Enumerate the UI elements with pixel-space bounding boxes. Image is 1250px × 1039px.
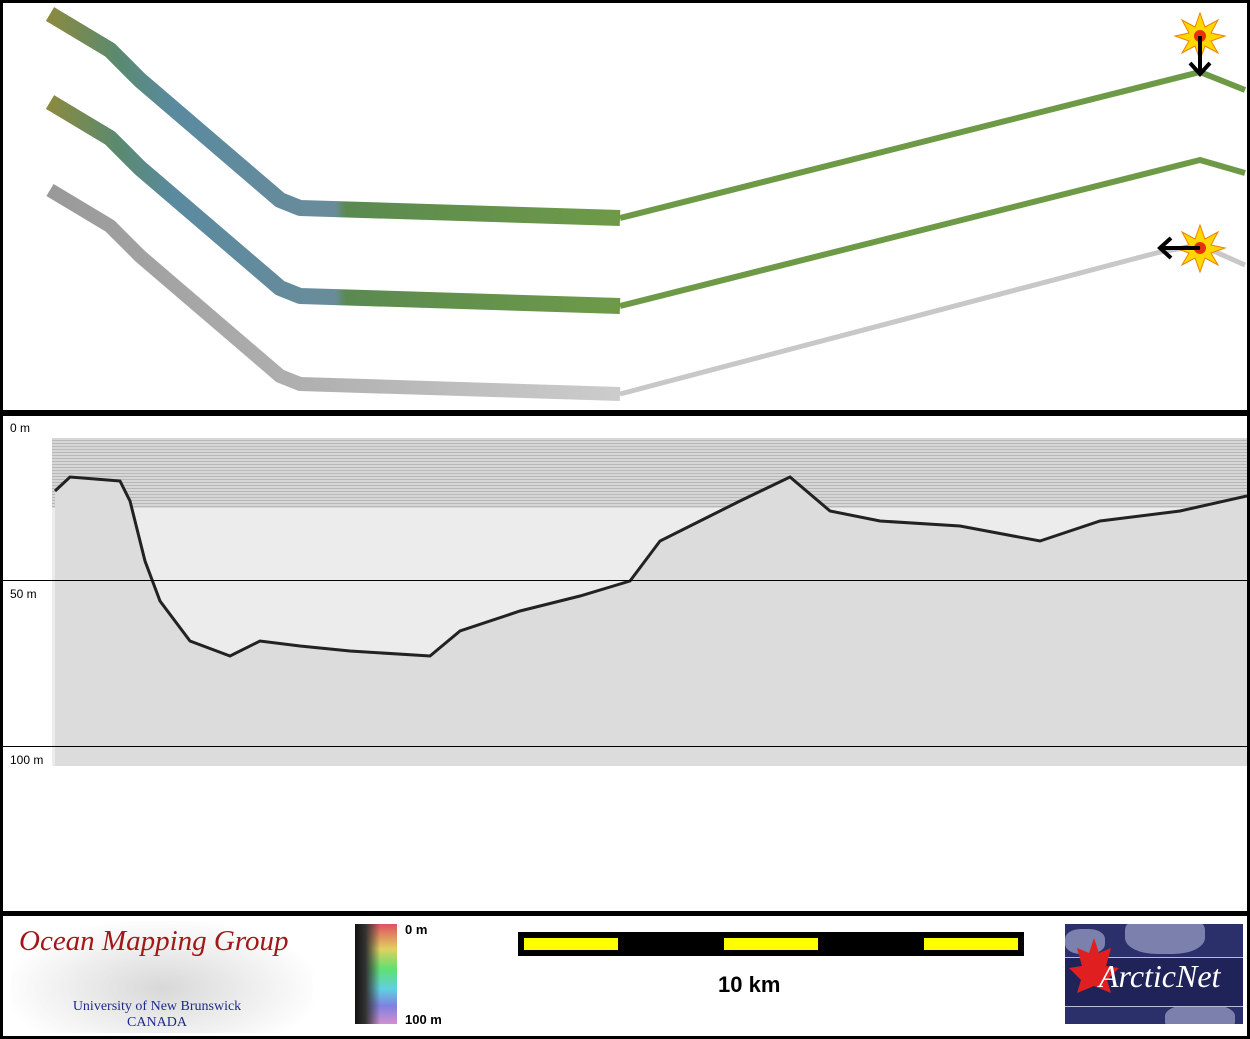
seafloor-fill [55, 477, 1247, 766]
swath-map-panel [3, 3, 1247, 410]
legend-panel: Ocean Mapping Group University of New Br… [3, 916, 1247, 1036]
arrow-left-icon [1157, 236, 1200, 260]
depth-label-0: 0 m [8, 421, 33, 435]
swath-track-2 [45, 95, 1246, 314]
maple-leaf-icon [1069, 938, 1119, 993]
colorbar-top-label: 0 m [405, 922, 428, 937]
depth-gridline-100 [3, 746, 1247, 747]
scale-label: 10 km [718, 972, 781, 997]
oml-university: University of New Brunswick [72, 999, 242, 1014]
depth-colorbar [355, 924, 397, 1024]
swath-track-3 [46, 183, 1247, 401]
colorbar-bottom-label: 100 m [405, 1012, 442, 1027]
ocean-mapping-group-logo: Ocean Mapping Group University of New Br… [11, 921, 313, 1033]
swath-tracks [45, 7, 1247, 401]
depth-label-50: 50 m [8, 587, 39, 601]
swath-track-1 [45, 7, 1247, 226]
oml-title: Ocean Mapping Group [19, 925, 289, 957]
depth-label-100: 100 m [8, 753, 46, 767]
oml-country: CANADA [127, 1015, 187, 1030]
seafloor-line [53, 475, 1247, 658]
profile-echogram [52, 438, 1247, 766]
arrow-down-icon [1188, 36, 1212, 77]
arcticnet-logo: ArcticNet [1065, 924, 1243, 1024]
depth-gridline-50 [3, 580, 1247, 581]
scale-bar [518, 932, 1024, 956]
subbottom-profile-panel: 0 m 50 m 100 m [3, 416, 1247, 911]
arcticnet-text: ArcticNet [1099, 958, 1221, 994]
